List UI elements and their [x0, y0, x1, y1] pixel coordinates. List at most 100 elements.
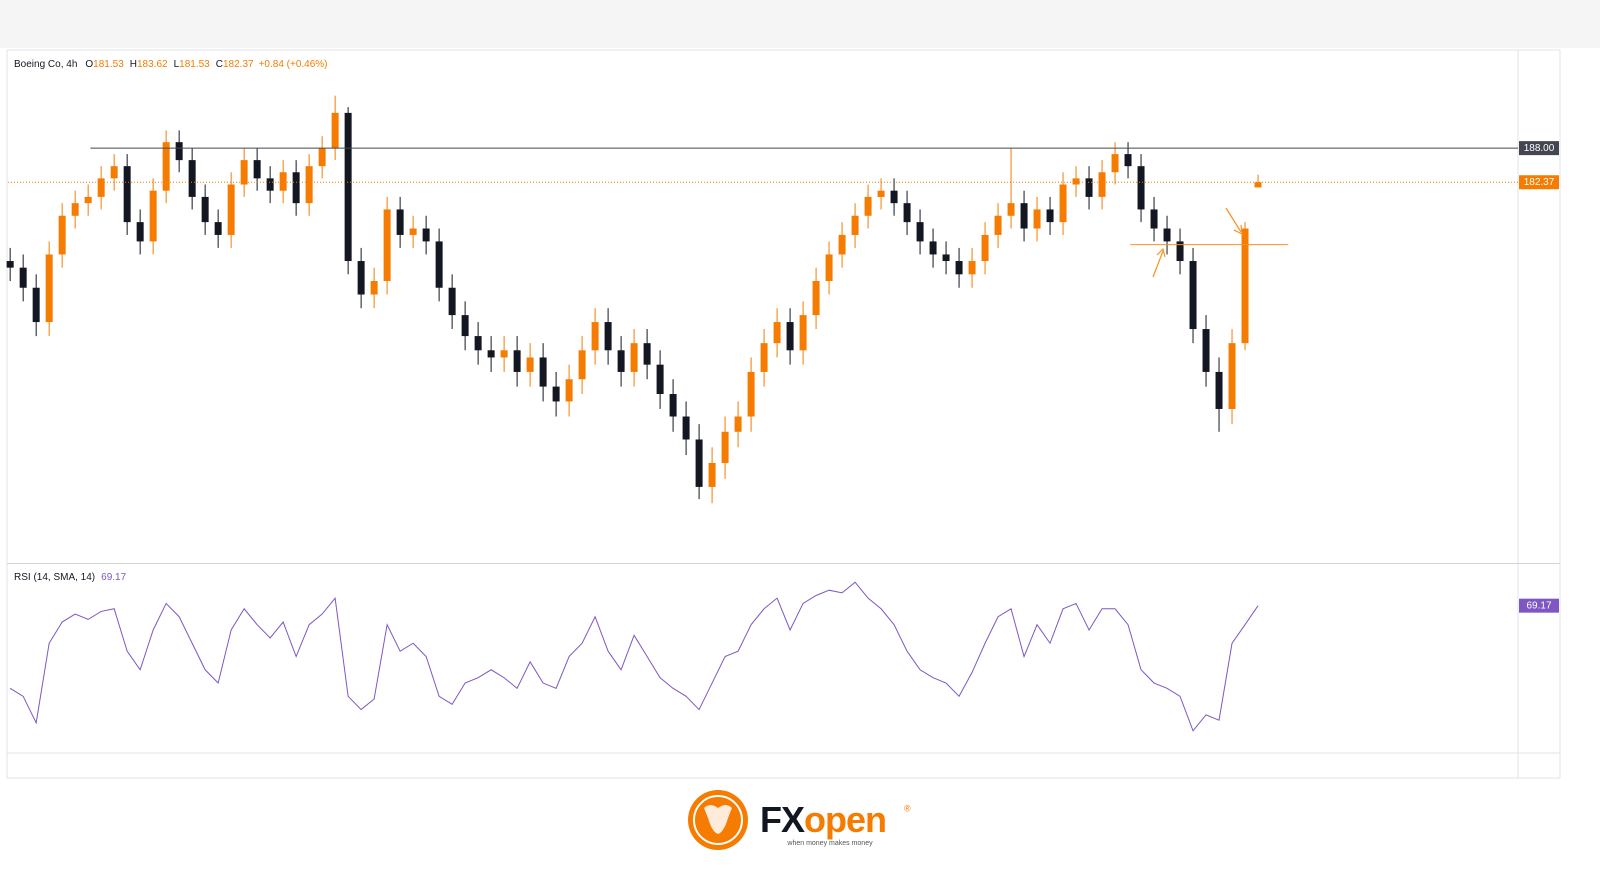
- candle-body: [1228, 343, 1236, 409]
- legend-title: Boeing Co, 4h: [14, 59, 77, 70]
- logo-bull: [704, 805, 732, 834]
- candle-body: [643, 343, 651, 365]
- candle-body: [656, 364, 664, 394]
- legend-value: 181.53: [93, 59, 124, 70]
- candle-body: [994, 215, 1002, 235]
- candle-body: [1137, 166, 1145, 210]
- candle-body: [19, 267, 27, 288]
- candle-body: [864, 196, 872, 216]
- candle-body: [331, 112, 339, 149]
- candle-body: [682, 416, 690, 440]
- candle-body: [214, 222, 222, 235]
- candle-body: [487, 350, 495, 358]
- candle-body: [110, 166, 118, 179]
- candle-body: [45, 254, 53, 323]
- candle-body: [760, 343, 768, 372]
- candle-body: [1020, 203, 1028, 229]
- candle-body: [721, 431, 729, 463]
- candle-body: [396, 209, 404, 235]
- candle-body: [292, 172, 300, 204]
- logo-tagline: when money makes money: [786, 840, 873, 847]
- logo-open: open: [804, 799, 886, 840]
- candle-body: [305, 166, 313, 204]
- candle-body: [1085, 178, 1093, 197]
- logo-fx: FX: [760, 799, 805, 840]
- legend-key: O: [85, 59, 93, 70]
- candle-body: [435, 241, 443, 288]
- candle-body: [500, 350, 508, 358]
- candle-body: [942, 254, 950, 262]
- candle-body: [877, 190, 885, 197]
- candle-body: [1254, 182, 1262, 188]
- annotation-arrows: [1152, 207, 1243, 278]
- arrowhead: [1233, 224, 1243, 236]
- candle-body: [1059, 184, 1067, 223]
- level-box: [1519, 141, 1559, 156]
- candle-body: [786, 322, 794, 351]
- candle-body: [318, 148, 326, 167]
- candle-body: [747, 371, 755, 417]
- candle-body: [890, 190, 898, 204]
- marks: [6, 95, 1518, 732]
- candle-body: [279, 172, 287, 191]
- legend-key: C: [216, 59, 223, 70]
- level-label: 188.00: [1524, 143, 1555, 154]
- candle-body: [1189, 261, 1197, 330]
- candle-body: [448, 287, 456, 316]
- candle-body: [955, 261, 963, 275]
- logo-reg: ®: [904, 803, 911, 813]
- arrowhead: [1156, 247, 1166, 258]
- candle-body: [344, 112, 352, 262]
- candle-body: [149, 190, 157, 242]
- candle-body: [370, 281, 378, 295]
- candle-body: [1150, 209, 1158, 229]
- candle-body: [851, 215, 859, 235]
- candle-body: [1215, 371, 1223, 409]
- candle-body: [383, 209, 391, 282]
- candle-body: [1098, 172, 1106, 197]
- candle-body: [1202, 329, 1210, 372]
- candle-body: [591, 322, 599, 351]
- candle-body: [1163, 228, 1171, 242]
- top-strip: [0, 0, 1600, 48]
- legend-value: 181.53: [179, 59, 210, 70]
- candle-body: [357, 261, 365, 295]
- candle-body: [838, 234, 846, 255]
- candle-body: [1033, 209, 1041, 229]
- candle-body: [552, 386, 560, 402]
- arrow: [1225, 207, 1242, 233]
- candle-body: [812, 281, 820, 316]
- candle-body: [929, 241, 937, 255]
- candle-body: [409, 228, 417, 235]
- candle-body: [188, 160, 196, 197]
- logo: FXopen ® when money makes money: [688, 790, 911, 850]
- candle-body: [136, 222, 144, 242]
- candle-body: [266, 178, 274, 191]
- candle-body: [240, 160, 248, 185]
- arrow: [1152, 250, 1164, 278]
- candle-body: [1124, 154, 1132, 167]
- candle-body: [422, 228, 430, 242]
- rsi-title: RSI (14, SMA, 14): [14, 572, 95, 583]
- rsi-value: 69.17: [101, 572, 126, 583]
- logo-text: FXopen: [760, 799, 886, 840]
- candle-body: [461, 315, 469, 337]
- candle-body: [578, 350, 586, 380]
- candle-body: [1111, 154, 1119, 173]
- candle-body: [799, 315, 807, 351]
- candle-body: [58, 215, 66, 255]
- candle-body: [513, 350, 521, 372]
- candle-body: [162, 142, 170, 191]
- candle-body: [526, 357, 534, 372]
- candle-body: [32, 287, 40, 323]
- candle-body: [6, 261, 14, 268]
- legend-key: H: [130, 59, 137, 70]
- logo-ring: [693, 795, 743, 845]
- rsi-legend: RSI (14, SMA, 14) 69.17: [14, 572, 127, 583]
- rsi-line: [9, 581, 1259, 732]
- candle-body: [474, 336, 482, 351]
- last-price-label: 182.37: [1524, 177, 1555, 188]
- candle-body: [1072, 178, 1080, 185]
